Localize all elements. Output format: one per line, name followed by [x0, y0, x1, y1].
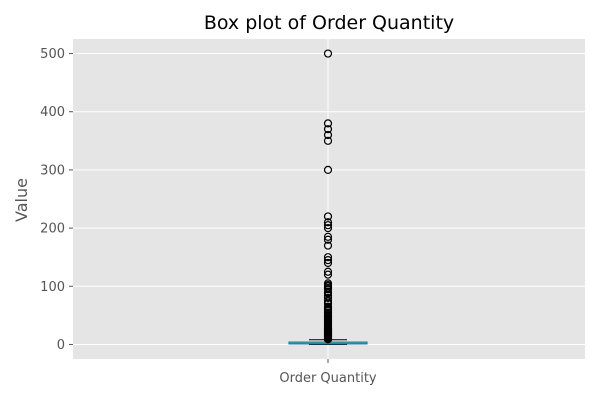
- outlier-point-40: [323, 293, 333, 303]
- outlier-point-58: [323, 221, 333, 230]
- chart-title: Box plot of Order Quantity: [204, 12, 454, 34]
- outlier-point-64: [323, 125, 333, 134]
- y-tick-label-0: 0: [57, 338, 65, 353]
- x-tick-label-order-quantity: Order Quantity: [279, 371, 377, 386]
- outlier-point-61: [323, 165, 333, 175]
- outlier-point-52: [323, 255, 333, 265]
- y-tick-label-400: 400: [40, 105, 65, 120]
- outlier-point-50: [323, 267, 333, 276]
- y-tick-label-100: 100: [40, 280, 65, 295]
- outlier-point-51: [323, 258, 333, 268]
- outlier-point-65: [323, 119, 333, 128]
- outlier-point-53: [323, 253, 333, 262]
- outlier-point-66: [323, 49, 333, 58]
- outlier-points: [323, 49, 333, 344]
- outlier-point-57: [323, 223, 333, 233]
- outlier-point-48: [323, 279, 333, 288]
- outlier-point-36: [323, 302, 333, 311]
- outlier-point-59: [323, 218, 333, 227]
- y-tick-label-500: 500: [40, 47, 65, 62]
- outlier-point-56: [323, 232, 333, 241]
- outlier-point-54: [323, 241, 333, 250]
- y-tick-label-300: 300: [40, 163, 65, 178]
- outlier-point-62: [323, 136, 333, 145]
- outlier-point-60: [323, 212, 333, 221]
- outlier-point-49: [323, 270, 333, 279]
- y-axis-label: Value: [12, 178, 31, 222]
- y-tick-label-200: 200: [40, 222, 65, 237]
- y-tick-labels: 0 100 200 300 400 500: [40, 47, 329, 363]
- outlier-point-55: [323, 235, 333, 244]
- outlier-point-63: [323, 130, 333, 140]
